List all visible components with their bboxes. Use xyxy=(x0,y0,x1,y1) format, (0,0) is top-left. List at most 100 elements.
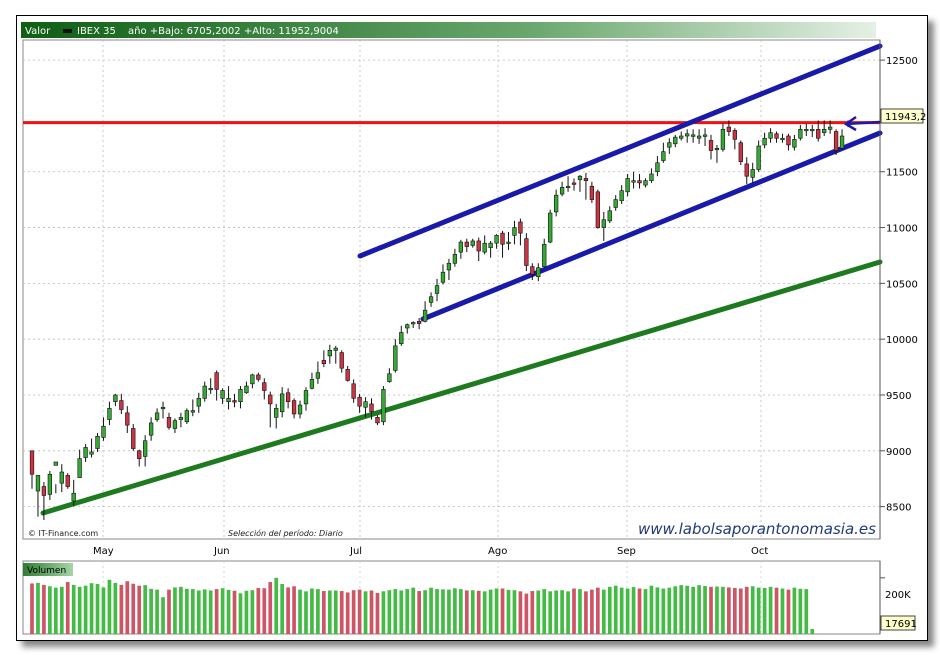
volume-bar xyxy=(732,587,737,634)
volume-bar xyxy=(727,587,731,634)
candle-body xyxy=(440,271,446,283)
candle-body xyxy=(452,254,458,264)
volume-bar xyxy=(572,588,576,634)
volume-bar xyxy=(77,586,82,634)
candle-body xyxy=(107,408,112,420)
candle-body xyxy=(619,190,624,202)
volume-bar xyxy=(488,589,493,634)
candle-body xyxy=(285,392,291,402)
candle-body xyxy=(321,360,327,365)
candle-body xyxy=(476,240,481,252)
volume-bar xyxy=(244,590,249,634)
volume-bar xyxy=(584,591,588,634)
y-tick-label: 9000 xyxy=(886,447,911,458)
candle-body xyxy=(655,162,660,173)
candle-body xyxy=(232,400,237,403)
candle-body xyxy=(792,139,797,148)
candle-body xyxy=(47,473,53,495)
candle-body xyxy=(131,428,136,449)
volume-bar xyxy=(83,585,88,634)
candle-body xyxy=(208,387,213,391)
candles xyxy=(29,120,851,521)
volume-bar xyxy=(53,587,58,634)
candle-body xyxy=(119,400,124,410)
candle-body xyxy=(339,352,344,369)
volume-bar xyxy=(810,629,815,634)
volume-bar xyxy=(363,591,368,634)
candle-body xyxy=(53,461,58,466)
volume-bar xyxy=(429,587,433,634)
period-label: Selección del período: Diario xyxy=(228,528,343,538)
candle-body xyxy=(786,135,791,146)
volume-bar xyxy=(161,597,165,634)
candle-body xyxy=(375,417,380,424)
candle-body xyxy=(113,394,118,402)
candle-body xyxy=(422,309,428,322)
volume-bar xyxy=(798,588,803,634)
candle-body xyxy=(29,450,35,475)
candle-body xyxy=(143,440,148,457)
volume-bar xyxy=(548,591,553,634)
volume-bar xyxy=(494,588,499,634)
candle-body xyxy=(685,133,690,137)
month-label: Ago xyxy=(488,546,507,557)
volume-bar xyxy=(762,587,767,634)
volume-bar xyxy=(196,590,201,634)
candle-body xyxy=(464,241,469,247)
volume-bar xyxy=(202,589,207,634)
candle-body xyxy=(238,389,243,402)
volume-bar xyxy=(476,590,481,634)
candle-body xyxy=(381,389,386,423)
candle-body xyxy=(280,393,285,413)
volume-bar xyxy=(149,588,153,634)
candle-body xyxy=(196,398,201,407)
volume-bar xyxy=(268,582,273,634)
candle-body xyxy=(750,169,755,178)
candle-body xyxy=(393,345,398,371)
volume-bar xyxy=(786,589,791,634)
volume-bar xyxy=(697,585,701,634)
volume-bar xyxy=(738,588,743,634)
candle-body xyxy=(542,243,547,267)
candle-body xyxy=(327,350,332,357)
volume-bar xyxy=(673,586,678,634)
volume-bar xyxy=(185,588,189,634)
volume-bar xyxy=(65,582,70,634)
candle-body xyxy=(548,212,553,243)
volume-last-badge xyxy=(880,615,916,631)
volume-bar xyxy=(369,590,374,634)
volume-bar xyxy=(447,589,451,634)
volume-bar xyxy=(780,588,785,634)
volume-bar xyxy=(351,590,356,634)
candle-body xyxy=(148,422,154,436)
candle-body xyxy=(595,191,600,228)
candle-body xyxy=(417,321,422,324)
volume-bar xyxy=(441,589,445,634)
volume-bar xyxy=(292,586,296,634)
trendlines xyxy=(23,43,883,516)
volume-bar xyxy=(262,588,267,634)
candle-body xyxy=(411,322,416,325)
candle-body xyxy=(101,425,106,438)
month-axis: May Jun Jul Ago Sep Oct xyxy=(93,546,768,557)
candle-body xyxy=(226,398,231,402)
candle-body xyxy=(738,142,743,162)
volume-bar xyxy=(167,589,171,634)
candle-body xyxy=(202,385,207,399)
month-label: Jul xyxy=(349,546,362,557)
candle-body xyxy=(125,412,130,426)
volume-bar xyxy=(691,586,695,634)
y-tick-label: 9500 xyxy=(886,391,911,402)
candle-body xyxy=(297,404,303,415)
y-tick-label: 8500 xyxy=(886,503,911,514)
candle-body xyxy=(833,131,839,151)
header-range-text: año +Bajo: 6705,2002 +Alto: 11952,9004 xyxy=(128,26,339,37)
candle-body xyxy=(387,373,392,382)
candle-body xyxy=(446,262,452,271)
candle-body xyxy=(696,135,702,139)
volume-bar xyxy=(804,589,809,634)
candle-body xyxy=(95,435,100,449)
candle-body xyxy=(577,175,583,180)
volume-bar xyxy=(280,584,285,634)
